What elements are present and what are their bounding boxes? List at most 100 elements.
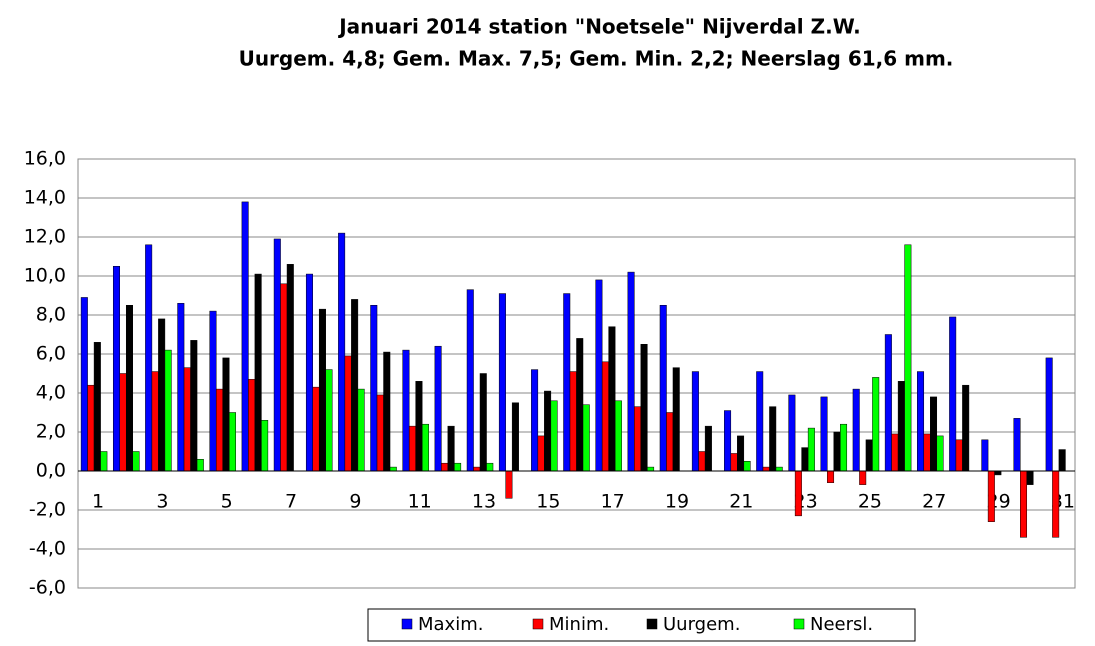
bar [634,406,642,472]
bar [261,420,269,472]
bar [743,461,751,472]
y-tick-label: 16,0 [24,148,66,170]
y-tick-label: -4,0 [29,538,66,560]
x-tick-label: 1 [92,491,104,513]
bar [248,379,256,472]
bar [351,299,359,472]
bar [1052,470,1060,538]
bar [100,451,108,472]
bar [151,371,159,472]
legend-label: Minim. [549,614,609,635]
bar [228,412,236,472]
bar [930,396,938,472]
bar [434,345,442,472]
bar [614,400,622,472]
bar [981,439,989,472]
y-tick-label: 4,0 [36,382,66,404]
bar [177,303,185,472]
bar [408,425,416,472]
bar [794,470,802,517]
legend-box [367,608,916,642]
bar [132,451,140,472]
bar [87,384,95,472]
chart-title: Januari 2014 station "Noetsele" Nijverda… [337,15,861,39]
bar [80,297,88,472]
bar [897,381,905,472]
bar [112,266,120,472]
bar [544,390,552,472]
bar [904,244,912,472]
bar [190,340,198,472]
bar [769,406,777,472]
bar [370,305,378,472]
x-tick-label: 13 [472,491,496,513]
x-tick-label: 5 [221,491,233,513]
bar [441,462,449,472]
y-tick-label: 8,0 [36,304,66,326]
bar [222,357,230,472]
bar [209,310,217,472]
y-tick-label: 2,0 [36,421,66,443]
x-tick-label: 9 [349,491,361,513]
bar [563,293,571,472]
chart-subtitle: Uurgem. 4,8; Gem. Max. 7,5; Gem. Min. 2,… [239,47,954,71]
bar [698,451,706,472]
bar [666,412,674,472]
bar [389,466,397,472]
bar [305,273,313,472]
y-tick-label: 0,0 [36,460,66,482]
bar [454,462,462,472]
bar [486,462,494,472]
y-tick-label: -2,0 [29,499,66,521]
bar [704,425,712,472]
bar [917,371,925,472]
bar [511,402,519,472]
bar [994,470,1002,476]
bar [447,425,455,472]
bar [93,342,101,472]
bar [955,439,963,472]
legend-label: Maxim. [418,614,483,635]
bar [466,289,474,472]
y-tick-label: 10,0 [24,265,66,287]
bar [473,466,481,472]
y-tick-label: 12,0 [24,226,66,248]
x-tick-label: 17 [601,491,625,513]
bar [537,435,545,472]
bar [582,404,590,472]
bar [479,373,487,472]
bar [820,396,828,472]
y-tick-label: -6,0 [29,577,66,599]
bar [647,466,655,472]
y-tick-label: 6,0 [36,343,66,365]
bar [640,344,648,472]
bar [672,367,680,472]
bar [280,283,288,472]
bar [215,388,223,472]
bar [344,355,352,472]
x-tick-label: 27 [922,491,946,513]
bar [601,361,609,472]
bar [872,377,880,472]
bar [865,439,873,472]
bar [788,394,796,472]
bar [241,201,249,472]
bar [357,388,365,472]
bar [608,326,616,472]
bar [775,466,783,472]
bar [505,470,513,499]
bar [884,334,892,472]
x-tick-label: 19 [665,491,689,513]
bar [724,410,732,472]
x-tick-label: 3 [156,491,168,513]
bar [119,373,127,472]
bar [859,470,867,485]
bar [730,453,738,472]
bar [891,433,899,472]
bar [949,316,957,472]
bar [659,305,667,472]
bar [196,459,204,472]
x-tick-label: 21 [729,491,753,513]
bar [852,388,860,472]
